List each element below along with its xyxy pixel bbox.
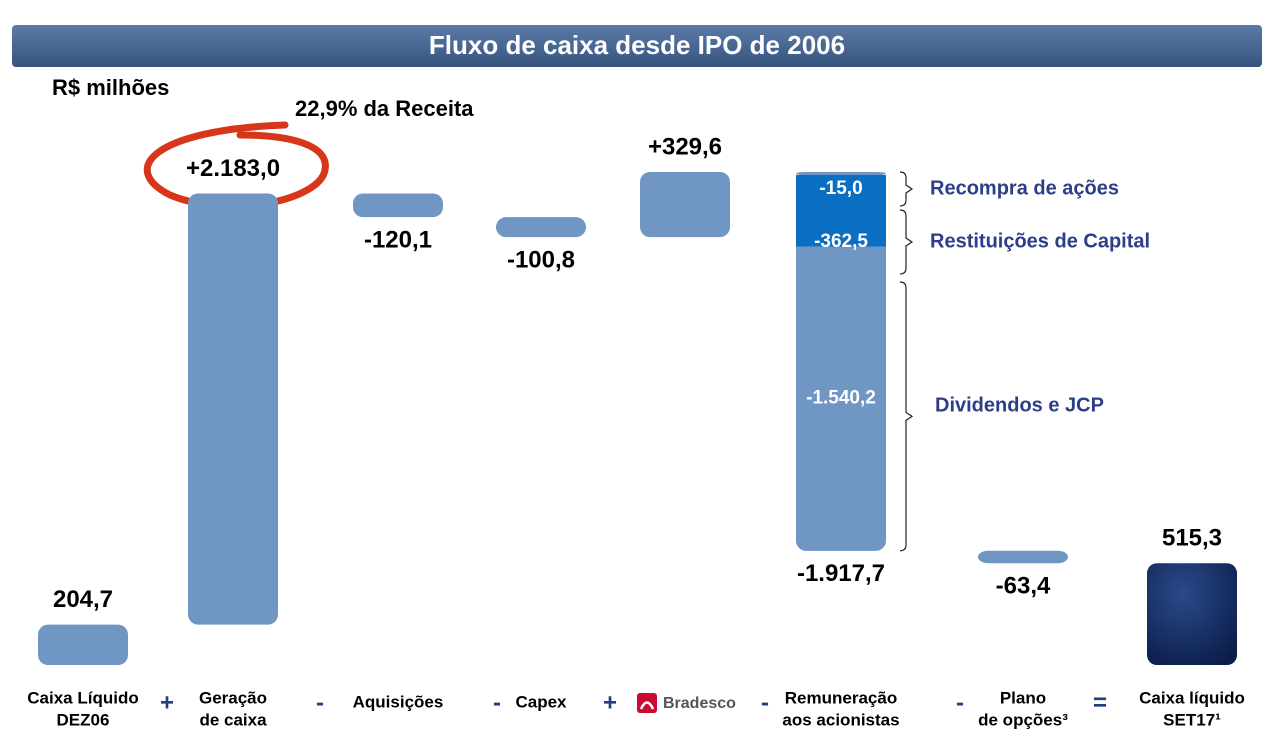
breakdown-segment [796,174,886,247]
unit-label: R$ milhões [52,75,169,100]
operator: - [493,689,501,716]
breakdown-segment [796,246,886,551]
x-tick-label: Aquisições [353,692,444,711]
segment-label: -362,5 [814,231,868,252]
operator: - [956,689,964,716]
x-tick-label: Caixa Líquido [27,688,138,707]
operator: + [160,689,174,716]
annotation: 22,9% da Receita [295,96,474,121]
breakdown-segment [796,172,886,175]
bar [188,193,278,625]
operator: - [761,689,769,716]
breakdown-name: Recompra de ações [930,177,1119,199]
x-tick-label: Remuneração [785,688,897,707]
bar [353,193,443,218]
breakdown-name: Dividendos e JCP [935,395,1104,417]
operator: - [316,689,324,716]
x-tick-label: Bradesco [663,695,736,712]
bar [1147,563,1237,665]
x-tick-label: DEZ06 [57,710,110,729]
x-tick-label: de opções³ [978,710,1068,729]
breakdown-name: Restituições de Capital [930,230,1150,252]
operator: + [603,689,617,716]
brace [899,281,914,552]
x-tick-label: Caixa líquido [1139,688,1245,707]
value-label: -120,1 [364,227,432,254]
logo-mark [639,701,655,710]
x-tick-label: Geração [199,688,267,707]
bar [38,624,128,665]
brace [899,209,914,275]
segment-label: -15,0 [819,178,862,199]
value-label: -63,4 [996,573,1051,600]
chart-title: Fluxo de caixa desde IPO de 2006 [429,30,845,60]
bar [496,217,586,238]
bar [640,172,730,238]
value-label: +329,6 [648,133,722,160]
value-label: 515,3 [1162,525,1222,552]
x-tick-label: aos acionistas [782,710,899,729]
x-tick-label: de caixa [199,710,267,729]
value-label: -100,8 [507,246,575,273]
operator: = [1093,689,1107,716]
segment-label: -1.540,2 [806,388,876,409]
x-tick-label: Plano [1000,688,1046,707]
title-bar [12,25,1262,67]
value-label: 204,7 [53,586,113,613]
x-tick-label: Capex [515,692,567,711]
brace [899,171,914,207]
value-label: -1.917,7 [797,560,885,587]
bar [978,550,1068,564]
x-tick-label: SET17¹ [1163,710,1221,729]
value-label: +2.183,0 [186,155,280,182]
